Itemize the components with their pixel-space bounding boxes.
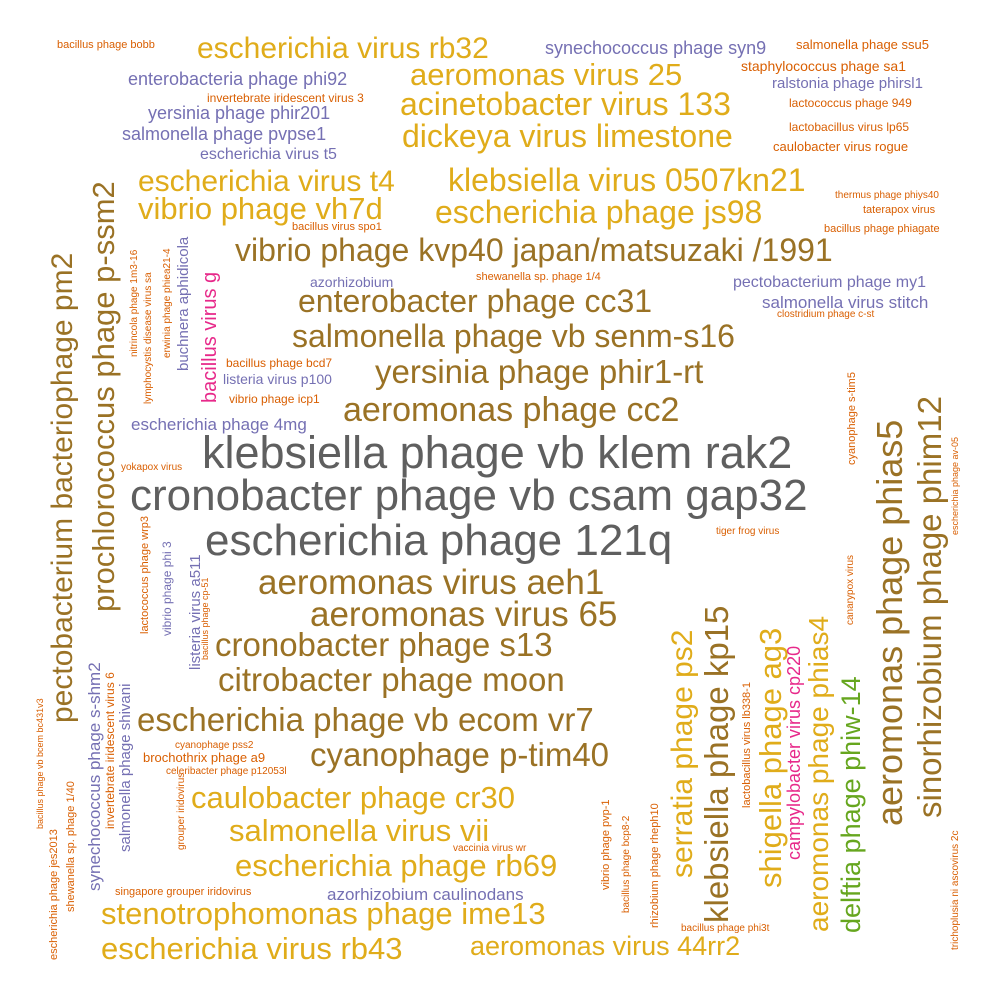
word: aeromonas phage cc2	[343, 391, 680, 429]
word: escherichia phage 4mg	[131, 415, 307, 434]
word: klebsiella virus 0507kn21	[448, 162, 806, 198]
word: listeria virus p100	[223, 371, 332, 387]
word: bacillus phage bcd7	[226, 356, 333, 370]
word: aeromonas phage phias5	[869, 419, 910, 826]
word: salmonella phage shivani	[117, 683, 134, 852]
word: escherichia virus t5	[200, 146, 337, 163]
word: lactobacillus virus lp65	[789, 120, 910, 134]
word: azorhizobium caulinodans	[327, 885, 524, 904]
word: bacillus phage phi3t	[681, 923, 770, 934]
word: dickeya virus limestone	[402, 118, 733, 154]
word: staphylococcus phage sa1	[741, 58, 906, 74]
word: cronobacter phage s13	[215, 626, 553, 663]
word: invertebrate iridescent virus 6	[103, 672, 117, 829]
word: ralstonia phage phirsl1	[772, 75, 923, 92]
word: clostridium phage c-st	[777, 309, 875, 320]
word: bacillus virus g	[199, 271, 221, 403]
word: lactococcus phage wrp3	[139, 515, 151, 634]
word: synechococcus phage s-shm2	[85, 662, 104, 891]
word: brochothrix phage a9	[143, 750, 266, 765]
word: campylobacter virus cp220	[784, 645, 804, 860]
word: salmonella virus stitch	[762, 293, 929, 312]
word: lymphocystis disease virus sa	[143, 272, 154, 404]
word: salmonella virus vii	[229, 813, 490, 848]
word: thermus phage phiys40	[835, 190, 939, 201]
word: vibrio phage pvp-1	[600, 799, 612, 890]
word: aeromonas phage phias4	[803, 615, 834, 932]
word: escherichia phage av-05	[950, 436, 960, 535]
word: delftia phage phiw-14	[836, 676, 866, 933]
word: shigella phage ag3	[753, 627, 788, 888]
word: bacillus phage vb bcem bc431v3	[35, 698, 45, 829]
word: salmonella phage vb senm-s16	[292, 318, 735, 354]
word: aeromonas virus 44rr2	[470, 931, 741, 961]
word: cyanophage p-tim40	[310, 736, 610, 773]
word: stenotrophomonas phage ime13	[101, 896, 546, 931]
word: caulobacter virus rogue	[773, 139, 909, 154]
word: shewanella sp. phage 1/40	[65, 781, 77, 912]
word: cyanophage pss2	[175, 740, 254, 751]
word: vibrio phage kvp40 japan/matsuzaki /1991	[235, 232, 833, 268]
word: celeribacter phage p12053l	[166, 766, 287, 777]
word: vaccinia virus wr	[453, 843, 527, 854]
word: grouper iridovirus	[176, 772, 187, 850]
word: aeromonas virus 25	[410, 57, 683, 92]
word: bacillus phage bobb	[57, 39, 155, 51]
word: caulobacter phage cr30	[191, 780, 516, 815]
word: bacillus phage bcp8-2	[621, 815, 632, 913]
word: buchnera aphidicola	[175, 236, 192, 371]
word: escherichia phage vb ecom vr7	[137, 701, 594, 738]
word: escherichia virus rb32	[197, 32, 489, 65]
word: salmonella phage pvpse1	[122, 124, 327, 144]
word: serratia phage ps2	[666, 629, 699, 879]
word: taterapox virus	[863, 204, 936, 216]
word: vibrio phage phi 3	[160, 541, 174, 636]
word: enterobacteria phage phi92	[128, 69, 348, 89]
word: erwinia phage phiea21-4	[162, 248, 173, 358]
word: salmonella phage ssu5	[796, 37, 929, 52]
word: yersinia phage phir1-rt	[375, 353, 704, 390]
word: citrobacter phage moon	[218, 661, 565, 698]
word: sinorhizobium phage phim12	[911, 396, 948, 818]
word: azorhizobium	[310, 274, 394, 290]
word: vibrio phage vh7d	[138, 191, 383, 226]
word: synechococcus phage syn9	[545, 38, 767, 58]
word: yokapox virus	[121, 462, 183, 473]
word: escherichia phage jes2013	[48, 829, 60, 960]
word: canarypox virus	[845, 554, 856, 625]
word: escherichia virus t4	[138, 165, 395, 198]
word: cronobacter phage vb csam gap32	[130, 471, 808, 520]
word: escherichia phage rb69	[235, 848, 558, 883]
word: cyanophage s-tim5	[846, 372, 858, 465]
word: enterobacter phage cc31	[298, 283, 653, 319]
word: pectobacterium bacteriophage pm2	[46, 252, 79, 723]
word: singapore grouper iridovirus	[115, 886, 252, 898]
word: lactococcus phage 949	[789, 96, 912, 110]
word: bacillus phage cp-51	[200, 577, 210, 660]
word: pectobacterium phage my1	[733, 274, 926, 291]
word: nitrincola phage 1m3-16	[129, 249, 140, 357]
word: trichoplusia ni ascovirus 2c	[950, 830, 961, 951]
word: aeromonas virus 65	[310, 595, 618, 634]
word: bacillus virus spo1	[292, 221, 382, 233]
word: yersinia phage phir201	[148, 103, 331, 123]
word: escherichia phage 121q	[205, 516, 673, 565]
word: klebsiella phage kp15	[698, 605, 735, 923]
word: invertebrate iridescent virus 3	[207, 91, 364, 105]
word: bacillus phage phiagate	[824, 223, 940, 235]
word: escherichia virus rb43	[101, 931, 403, 966]
word: rhizobium phage rheph10	[649, 803, 661, 928]
word: acinetobacter virus 133	[400, 86, 731, 122]
word: prochlorococcus phage p-ssm2	[86, 181, 121, 612]
word: klebsiella phage vb klem rak2	[202, 427, 793, 478]
word: aeromonas virus aeh1	[258, 563, 605, 602]
word: lactobacillus virus lb338-1	[741, 682, 753, 808]
word: shewanella sp. phage 1/4	[476, 271, 601, 283]
word: escherichia phage js98	[435, 194, 763, 230]
word: vibrio phage icp1	[229, 392, 320, 406]
word: tiger frog virus	[716, 526, 780, 537]
